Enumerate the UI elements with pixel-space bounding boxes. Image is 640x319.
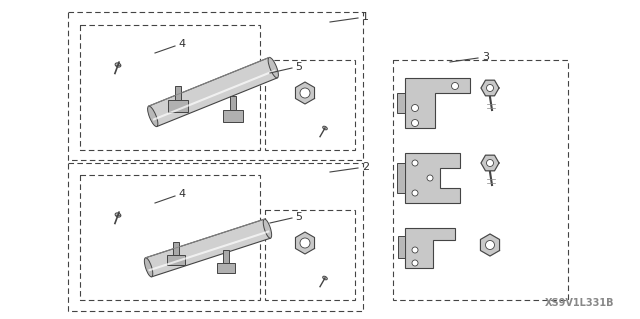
Bar (68, 163, 363, 311)
Ellipse shape (486, 160, 493, 167)
Polygon shape (481, 155, 499, 171)
Polygon shape (145, 219, 271, 277)
Ellipse shape (412, 105, 419, 112)
Ellipse shape (412, 260, 418, 266)
Ellipse shape (323, 276, 327, 280)
Ellipse shape (451, 83, 458, 90)
Polygon shape (397, 93, 405, 113)
Ellipse shape (148, 106, 158, 127)
Bar (80, 175, 260, 300)
Ellipse shape (300, 238, 310, 248)
Polygon shape (296, 232, 314, 254)
Polygon shape (405, 228, 455, 268)
Polygon shape (223, 250, 229, 263)
Ellipse shape (323, 126, 327, 130)
Text: 5: 5 (295, 212, 302, 222)
Ellipse shape (300, 88, 310, 98)
Polygon shape (175, 86, 181, 100)
Ellipse shape (263, 219, 271, 238)
Text: 4: 4 (178, 189, 185, 199)
Ellipse shape (115, 213, 121, 217)
Bar (393, 60, 568, 300)
Ellipse shape (145, 258, 153, 277)
Text: 4: 4 (178, 39, 185, 49)
Polygon shape (223, 110, 243, 122)
Ellipse shape (412, 120, 419, 127)
Ellipse shape (268, 57, 278, 78)
Bar (265, 210, 355, 300)
Ellipse shape (412, 190, 418, 196)
Ellipse shape (115, 63, 121, 67)
Polygon shape (481, 234, 500, 256)
Polygon shape (397, 163, 405, 193)
Polygon shape (173, 242, 179, 255)
Ellipse shape (412, 247, 418, 253)
Polygon shape (398, 236, 405, 258)
Bar (68, 12, 363, 160)
Polygon shape (481, 80, 499, 96)
Ellipse shape (486, 241, 495, 249)
Ellipse shape (427, 175, 433, 181)
Polygon shape (148, 57, 277, 127)
Text: 5: 5 (295, 62, 302, 72)
Polygon shape (217, 263, 235, 273)
Bar (265, 60, 355, 150)
Polygon shape (405, 153, 460, 203)
Polygon shape (296, 82, 314, 104)
Text: XS9V1L331B: XS9V1L331B (545, 298, 615, 308)
Polygon shape (168, 100, 188, 112)
Polygon shape (167, 255, 185, 265)
Polygon shape (230, 96, 236, 110)
Bar (80, 25, 260, 150)
Ellipse shape (412, 160, 418, 166)
Text: 1: 1 (362, 12, 369, 22)
Text: 2: 2 (362, 162, 369, 172)
Polygon shape (405, 78, 470, 128)
Ellipse shape (486, 85, 493, 92)
Text: 3: 3 (482, 52, 489, 62)
